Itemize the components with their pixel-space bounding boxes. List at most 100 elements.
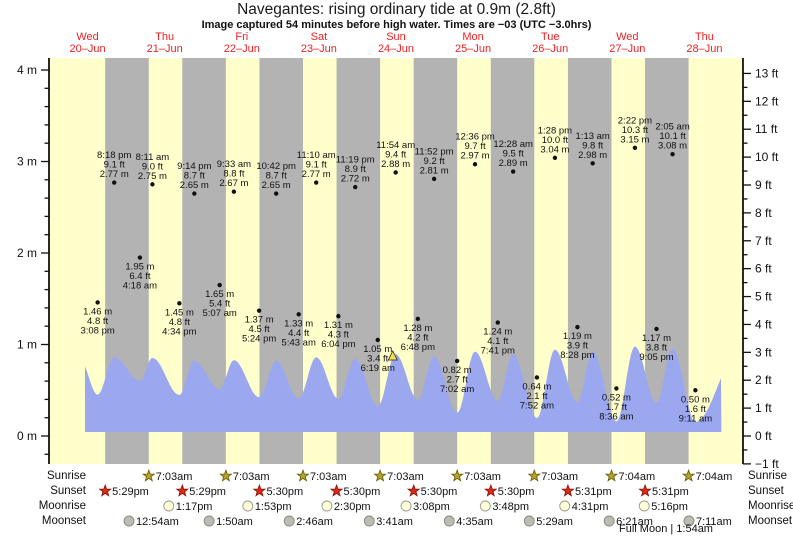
- right-axis-label: 5 ft: [755, 290, 772, 304]
- tide-annotation-line: 5:07 am: [202, 308, 236, 319]
- tide-annotation-line: 9.8 ft: [582, 140, 603, 151]
- sunset-row-label-left: Sunset: [50, 485, 86, 497]
- tide-annotation-line: 2.1 ft: [526, 391, 547, 402]
- tide-annotation-line: 5:43 am: [282, 337, 316, 348]
- moonrise-time: 3:48pm: [492, 501, 529, 513]
- tide-extreme-dot: [654, 326, 659, 332]
- moonset-time: 6:21am: [616, 516, 653, 528]
- tide-annotation-line: 4.3 ft: [328, 330, 349, 341]
- sunset-icon: [175, 483, 190, 497]
- day-name-label: Mon: [462, 31, 483, 43]
- sunset-time: 5:29pm: [112, 486, 149, 498]
- tide-annotation-line: 9.0 ft: [142, 161, 163, 172]
- right-axis-label: −1 ft: [755, 457, 779, 471]
- left-axis-label: 1 m: [17, 338, 37, 352]
- sunset-icon: [406, 483, 421, 497]
- moonset-row-label-left: Moonset: [41, 515, 86, 527]
- right-axis-label: 11 ft: [755, 122, 778, 136]
- tide-extreme-dot: [670, 151, 675, 157]
- right-axis-label: 9 ft: [755, 178, 772, 192]
- right-axis-label: 10 ft: [755, 150, 779, 164]
- moonset-time: 7:11am: [696, 516, 732, 528]
- tide-annotation-line: 4.8 ft: [169, 317, 190, 328]
- tide-annotation-line: 1.65 m: [205, 289, 234, 300]
- tide-extreme-dot: [112, 180, 117, 185]
- right-axis-label: 7 ft: [755, 234, 772, 248]
- tide-annotation-line: 2.77 m: [302, 169, 331, 180]
- sunset-row-label-right: Sunset: [748, 485, 784, 497]
- day-date-label: 27–Jun: [609, 43, 645, 55]
- sunset-icon: [329, 483, 344, 497]
- moonrise-icon: [163, 500, 175, 512]
- sunset-icon: [561, 483, 575, 497]
- sunset-time: 5:31pm: [575, 486, 612, 498]
- tide-extreme-dot: [137, 255, 143, 260]
- tide-annotation-line: 7:52 am: [520, 400, 554, 411]
- right-axis-label: 1 ft: [755, 401, 772, 415]
- page-subtitle: Image captured 54 minutes before high wa…: [201, 19, 592, 31]
- tide-extreme-dot: [415, 316, 421, 322]
- sunrise-icon: [373, 468, 387, 482]
- tide-extreme-dot: [375, 337, 380, 343]
- day-name-label: Wed: [76, 31, 98, 43]
- tide-annotation-line: 8:11 am: [136, 152, 170, 163]
- day-name-label: Sun: [386, 31, 406, 43]
- moonset-time: 4:35am: [456, 516, 493, 528]
- tide-annotation-line: 1.46 m: [83, 306, 112, 317]
- tide-annotation-line: 1.6 ft: [685, 404, 706, 415]
- sunrise-time: 7:04am: [696, 471, 733, 483]
- tide-annotation-line: 12:36 pm: [455, 132, 495, 143]
- sunrise-time: 7:03am: [233, 471, 270, 483]
- tide-annotation-line: 8:36 am: [599, 411, 633, 422]
- day-date-label: 28–Jun: [686, 43, 722, 55]
- sunrise-icon: [450, 468, 464, 482]
- tide-extreme-dot: [336, 313, 341, 319]
- tide-extreme-dot: [150, 182, 155, 187]
- sunset-time: 5:30pm: [421, 486, 458, 498]
- moonrise-time: 4:31pm: [572, 501, 609, 513]
- tide-annotation-line: 2.88 m: [381, 159, 410, 170]
- sunrise-icon: [296, 468, 310, 482]
- sunset-time: 5:30pm: [344, 486, 381, 498]
- sunrise-time: 7:03am: [464, 471, 501, 483]
- tide-extreme-dot: [353, 184, 358, 190]
- tide-annotation-line: 4:34 pm: [162, 326, 196, 337]
- sunset-icon: [252, 483, 267, 497]
- tide-annotation-line: 1.28 m: [403, 323, 432, 334]
- sunrise-icon: [681, 468, 696, 482]
- tide-annotation-line: 2.81 m: [420, 165, 449, 176]
- left-axis-label: 2 m: [17, 246, 37, 260]
- sunset-icon: [638, 483, 652, 497]
- tide-annotation-line: 8:28 pm: [560, 350, 594, 361]
- tide-extreme-dot: [95, 300, 100, 305]
- tide-annotation-line: 1.31 m: [324, 320, 353, 331]
- tide-extreme-dot: [575, 324, 580, 330]
- tide-curve: [85, 346, 722, 432]
- tide-annotation-line: 9:14 pm: [177, 161, 211, 172]
- day-name-label: Thu: [695, 31, 714, 43]
- tide-extreme-dot: [231, 189, 237, 194]
- sunrise-row-label-left: Sunrise: [47, 470, 86, 482]
- tide-annotation-line: 2.75 m: [138, 171, 167, 182]
- day-name-label: Tue: [541, 31, 560, 43]
- moonset-row-label-right: Moonset: [748, 515, 793, 527]
- tide-annotation-line: 2.65 m: [180, 180, 209, 191]
- moonrise-icon: [321, 500, 333, 512]
- tide-annotation-line: 0.64 m: [522, 381, 551, 392]
- right-axis-label: 0 ft: [755, 429, 772, 443]
- tide-annotation-line: 8.7 ft: [266, 171, 287, 182]
- tide-annotation-line: 1.95 m: [125, 262, 154, 273]
- sunrise-time: 7:03am: [387, 471, 424, 483]
- moonrise-icon: [638, 500, 650, 512]
- current-time-marker: [387, 350, 398, 361]
- moonrise-time: 1:17pm: [176, 501, 213, 513]
- tide-annotation-line: 11:52 pm: [415, 146, 454, 157]
- moonset-icon: [123, 515, 135, 527]
- day-date-label: 21–Jun: [147, 43, 183, 55]
- tide-annotation-line: 1.37 m: [245, 315, 274, 326]
- moonset-icon: [363, 515, 375, 527]
- tide-extreme-dot: [177, 301, 182, 306]
- day-name-label: Sat: [311, 31, 328, 43]
- tide-annotation-line: 3.8 ft: [646, 342, 667, 353]
- right-axis-label: 8 ft: [755, 206, 772, 220]
